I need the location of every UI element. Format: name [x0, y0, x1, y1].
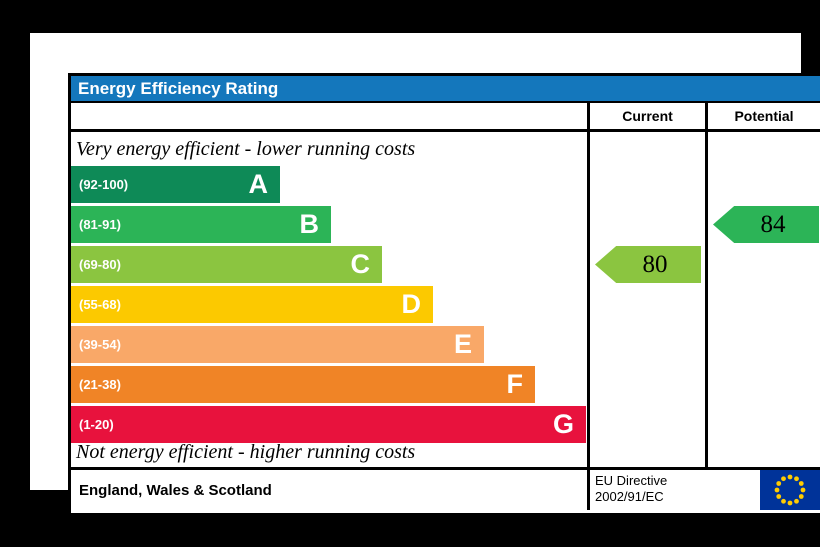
band-bar-f: (21-38) F — [71, 366, 535, 403]
directive-cell: EU Directive 2002/91/EC — [587, 470, 820, 510]
current-rating-value: 80 — [642, 250, 668, 278]
band-letter: F — [506, 369, 524, 399]
certificate-sheet: Energy Efficiency Rating Current Potenti… — [30, 33, 820, 516]
band-bar-b: (81-91) B — [71, 206, 331, 243]
top-note: Very energy efficient - lower running co… — [76, 137, 416, 160]
current-column: 80 — [587, 132, 705, 467]
band-row-b: (81-91) B — [71, 206, 587, 243]
energy-efficiency-chart: Energy Efficiency Rating Current Potenti… — [68, 73, 820, 516]
potential-rating-arrow: 84 — [713, 206, 819, 243]
rating-scale-area: Very energy efficient - lower running co… — [71, 132, 820, 467]
band-bar-d: (55-68) D — [71, 286, 433, 323]
band-range-label: (92-100) — [79, 177, 129, 192]
band-row-c: (69-80) C — [71, 246, 587, 283]
band-letter: C — [350, 249, 371, 279]
band-range-label: (81-91) — [79, 217, 121, 232]
potential-rating-value: 84 — [760, 210, 786, 238]
band-range-label: (21-38) — [79, 377, 121, 392]
current-rating-arrow: 80 — [595, 246, 701, 283]
band-row-d: (55-68) D — [71, 286, 587, 323]
band-letter: B — [299, 209, 320, 239]
bands-column: Very energy efficient - lower running co… — [71, 132, 587, 467]
band-range-label: (1-20) — [79, 417, 114, 432]
band-bar-a: (92-100) A — [71, 166, 280, 203]
eu-directive-label: EU Directive 2002/91/EC — [595, 473, 668, 505]
band-row-a: (92-100) A — [71, 166, 587, 203]
column-header-potential: Potential — [705, 103, 820, 129]
band-letter: G — [552, 409, 574, 439]
chart-title: Energy Efficiency Rating — [78, 78, 279, 98]
band-bar-e: (39-54) E — [71, 326, 484, 363]
band-letter: D — [401, 289, 422, 319]
band-bar-c: (69-80) C — [71, 246, 382, 283]
bottom-note: Not energy efficient - higher running co… — [76, 440, 416, 463]
band-list: (92-100) A (81-91) B (69-80) C (55-68) D (39-54)… — [71, 166, 587, 443]
eu-flag-icon — [760, 470, 820, 510]
band-letter: E — [453, 329, 472, 359]
region-label: England, Wales & Scotland — [79, 481, 272, 499]
band-bar-g: (1-20) G — [71, 406, 586, 443]
header-bars-spacer — [71, 103, 587, 129]
footer-row: England, Wales & Scotland EU Directive 2… — [71, 467, 820, 510]
band-range-label: (69-80) — [79, 257, 121, 272]
band-range-label: (39-54) — [79, 337, 121, 352]
column-header-current: Current — [587, 103, 705, 129]
band-range-label: (55-68) — [79, 297, 121, 312]
band-row-g: (1-20) G — [71, 406, 587, 443]
column-header-row: Current Potential — [71, 103, 820, 132]
band-row-f: (21-38) F — [71, 366, 587, 403]
potential-column: 84 — [705, 132, 820, 467]
band-letter: A — [248, 169, 269, 199]
band-row-e: (39-54) E — [71, 326, 587, 363]
chart-title-bar: Energy Efficiency Rating — [71, 76, 820, 103]
